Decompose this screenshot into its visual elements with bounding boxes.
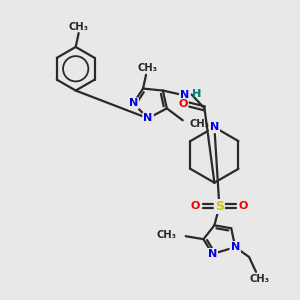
Text: N: N (210, 122, 219, 132)
Text: O: O (238, 202, 248, 212)
Text: CH₃: CH₃ (250, 274, 270, 284)
Text: CH₃: CH₃ (190, 119, 210, 129)
Text: N: N (128, 98, 138, 108)
Text: O: O (238, 202, 248, 212)
Text: N: N (180, 89, 189, 100)
Text: S: S (215, 200, 224, 213)
Text: N: N (180, 89, 189, 100)
Text: N: N (208, 249, 217, 259)
Text: CH₃: CH₃ (137, 63, 157, 73)
Text: CH₃: CH₃ (157, 230, 177, 240)
Text: S: S (215, 200, 224, 213)
Text: N: N (210, 122, 219, 132)
Text: O: O (191, 202, 200, 212)
Text: N: N (208, 249, 217, 259)
Text: N: N (143, 113, 153, 123)
Text: O: O (191, 202, 200, 212)
Text: N: N (231, 242, 240, 252)
Text: O: O (178, 99, 188, 110)
Text: N: N (128, 98, 138, 108)
Text: H: H (192, 88, 201, 98)
Text: O: O (178, 99, 188, 110)
Text: N: N (143, 113, 153, 123)
Text: H: H (192, 88, 201, 98)
Text: CH₃: CH₃ (69, 22, 89, 32)
Text: N: N (231, 242, 240, 252)
